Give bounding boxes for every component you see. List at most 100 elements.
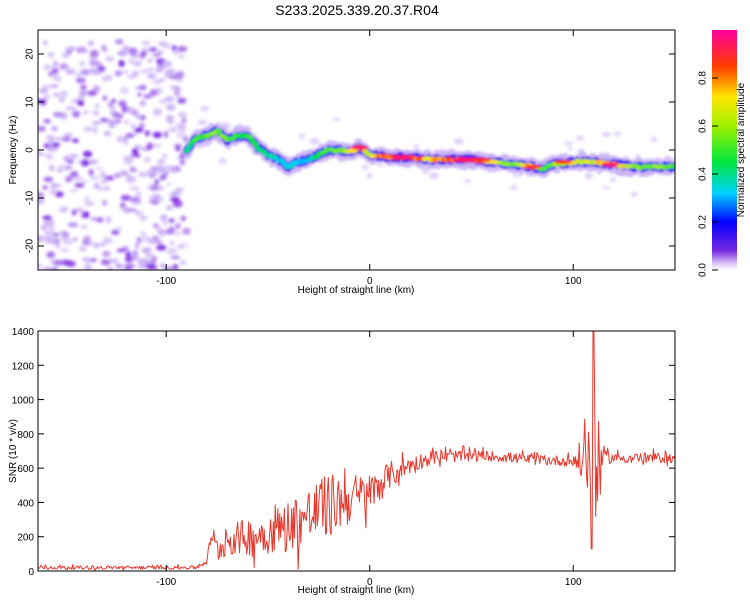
noise-blob xyxy=(152,131,163,139)
ridge-bright-spot xyxy=(523,164,542,169)
noise-blob xyxy=(176,131,187,139)
noise-blob xyxy=(38,99,43,104)
noise-blob xyxy=(138,171,148,177)
noise-blob xyxy=(180,243,190,247)
ridge-core xyxy=(672,164,675,169)
noise-blob xyxy=(177,45,188,53)
noise-blob xyxy=(137,262,147,270)
noise-blob xyxy=(43,40,48,46)
noise-blob xyxy=(101,48,109,53)
halo-blob xyxy=(299,133,305,140)
noise-blob xyxy=(93,242,100,249)
halo-blob xyxy=(200,106,210,112)
noise-blob xyxy=(60,259,71,266)
noise-blob xyxy=(169,240,175,246)
noise-blob xyxy=(101,75,110,82)
noise-blob xyxy=(65,165,73,170)
noise-blob xyxy=(123,138,129,146)
noise-blob xyxy=(158,98,168,104)
noise-blob xyxy=(103,130,112,137)
noise-blob xyxy=(174,231,182,237)
noise-blob xyxy=(178,54,184,60)
noise-blob xyxy=(101,179,108,184)
halo-blob xyxy=(601,132,612,137)
noise-blob xyxy=(169,196,180,202)
noise-blob xyxy=(102,95,108,101)
noise-blob xyxy=(59,164,69,172)
noise-blob xyxy=(87,239,93,246)
noise-blob xyxy=(133,154,141,158)
noise-blob xyxy=(180,215,187,221)
noise-blob xyxy=(168,218,175,223)
noise-blob xyxy=(74,182,85,188)
noise-blob xyxy=(146,264,158,270)
noise-blob xyxy=(43,176,54,182)
noise-blob xyxy=(89,257,97,263)
noise-blob xyxy=(51,126,58,132)
noise-blob xyxy=(134,114,143,119)
halo-blob xyxy=(376,163,384,167)
figure-title: S233.2025.339.20.37.R04 xyxy=(275,2,439,18)
noise-blob xyxy=(62,52,70,58)
noise-blob xyxy=(81,211,86,219)
ridge-bright-spot xyxy=(350,145,369,150)
noise-blob xyxy=(152,108,163,116)
noise-blob xyxy=(89,49,99,58)
colorbar-label: Normalized spectral amplitude xyxy=(736,82,747,217)
ridge-bright-spot xyxy=(472,157,491,162)
noise-blob xyxy=(53,259,64,266)
snr-series-line xyxy=(38,331,675,571)
noise-blob xyxy=(69,46,77,51)
noise-blob xyxy=(139,99,147,107)
noise-blob xyxy=(76,100,85,106)
noise-blob xyxy=(62,238,74,246)
noise-blob xyxy=(38,152,46,156)
noise-blob xyxy=(114,118,122,124)
ridge-core xyxy=(185,145,192,151)
noise-blob xyxy=(162,43,172,49)
noise-blob xyxy=(47,138,54,146)
noise-blob xyxy=(75,207,84,213)
noise-blob xyxy=(58,206,68,213)
noise-blob xyxy=(100,241,106,247)
noise-blob xyxy=(144,130,151,137)
noise-blob xyxy=(138,122,146,129)
noise-blob xyxy=(158,177,165,181)
noise-blob xyxy=(121,205,128,213)
noise-blob xyxy=(129,167,138,173)
noise-blob xyxy=(78,246,87,252)
noise-blob xyxy=(157,158,166,164)
ridge-bright-spot xyxy=(554,160,573,164)
noise-blob xyxy=(126,176,132,180)
ridge-bright-spot xyxy=(391,155,410,160)
noise-blob xyxy=(168,126,177,133)
noise-blob xyxy=(72,110,81,118)
spectrogram-y-label: Frequency (Hz) xyxy=(8,116,19,185)
halo-blob xyxy=(630,191,638,197)
noise-blob xyxy=(123,119,130,124)
halo-blob xyxy=(510,184,517,191)
noise-blob xyxy=(146,67,155,72)
colorbar-tick-label: 0.6 xyxy=(698,119,709,133)
noise-blob xyxy=(129,154,135,159)
noise-blob xyxy=(64,176,73,183)
y-tick-label: 400 xyxy=(17,498,34,509)
noise-blob xyxy=(142,235,150,243)
noise-blob xyxy=(111,99,116,103)
noise-blob xyxy=(55,137,64,141)
noise-blob xyxy=(48,224,55,232)
spectrogram-ridge xyxy=(182,121,675,179)
noise-blob xyxy=(172,88,182,93)
noise-blob xyxy=(45,153,54,160)
y-tick-label: 20 xyxy=(25,48,36,60)
noise-blob xyxy=(102,251,111,257)
noise-blob xyxy=(114,70,123,77)
noise-blob xyxy=(43,143,50,149)
halo-blob xyxy=(610,177,617,182)
noise-blob xyxy=(44,65,55,69)
noise-blob xyxy=(100,171,107,179)
noise-blob xyxy=(133,131,139,136)
x-tick-label: -100 xyxy=(156,276,176,287)
noise-blob xyxy=(64,132,73,137)
noise-blob xyxy=(145,252,154,259)
